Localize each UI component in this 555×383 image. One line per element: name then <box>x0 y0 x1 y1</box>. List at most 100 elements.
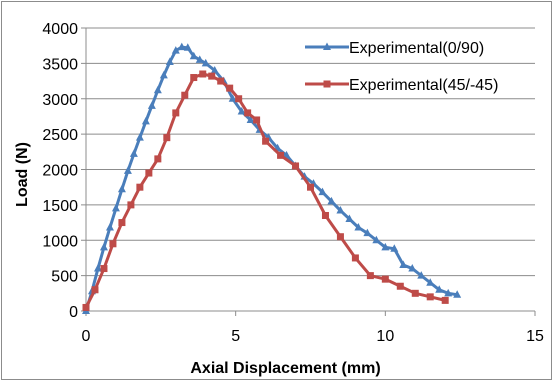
data-point-2-8 <box>154 155 162 163</box>
x-axis-title: Axial Displacement (mm) <box>190 360 380 377</box>
legend-item-2: Experimental(45/-45) <box>305 77 498 94</box>
data-point-1-33 <box>318 187 327 196</box>
data-point-2-26 <box>351 254 359 262</box>
data-point-1-45 <box>426 278 435 286</box>
legend-swatch-marker-1 <box>323 42 331 50</box>
data-point-2-17 <box>235 95 243 103</box>
legend-label-1: Experimental(0/90) <box>349 40 484 57</box>
data-point-1-40 <box>381 242 390 251</box>
data-point-2-13 <box>199 70 207 78</box>
data-point-2-15 <box>217 77 225 85</box>
data-point-1-15 <box>171 46 180 54</box>
data-point-2-20 <box>262 137 270 145</box>
data-point-2-0 <box>82 303 90 311</box>
data-point-2-1 <box>91 286 99 294</box>
data-point-1-19 <box>195 55 204 63</box>
data-point-2-21 <box>277 151 285 159</box>
data-point-1-2 <box>93 264 102 272</box>
data-point-1-11 <box>147 101 156 109</box>
data-point-1-41 <box>390 244 399 252</box>
data-point-1-34 <box>327 196 336 205</box>
y-axis-title: Load (N) <box>14 142 31 207</box>
data-point-1-10 <box>141 116 150 125</box>
x-tick-label-15: 15 <box>526 328 544 345</box>
data-point-1-9 <box>135 133 144 141</box>
data-point-1-39 <box>372 235 381 244</box>
data-point-2-27 <box>366 272 374 280</box>
data-point-1-23 <box>228 94 237 102</box>
data-point-2-3 <box>109 240 117 248</box>
data-point-2-16 <box>226 84 234 92</box>
data-point-1-25 <box>246 115 255 123</box>
data-point-1-38 <box>363 228 372 237</box>
y-tick-label-1000: 1000 <box>42 233 78 250</box>
data-point-1-42 <box>399 260 408 269</box>
y-tick-label-2500: 2500 <box>42 127 78 144</box>
data-point-2-18 <box>244 109 252 117</box>
x-tick-label-10: 10 <box>376 328 394 345</box>
data-point-2-23 <box>307 183 314 191</box>
y-tick-label-3500: 3500 <box>42 56 78 73</box>
data-point-2-6 <box>136 183 144 191</box>
y-tick-label-500: 500 <box>51 269 78 286</box>
y-tick-label-2000: 2000 <box>42 163 78 180</box>
y-tick-label-1500: 1500 <box>42 198 78 215</box>
x-tick-label-0: 0 <box>82 328 91 345</box>
data-point-1-47 <box>444 288 453 297</box>
data-point-1-8 <box>129 149 138 157</box>
y-tick-label-4000: 4000 <box>42 21 78 38</box>
data-point-2-14 <box>208 72 216 80</box>
legend-label-2: Experimental(45/-45) <box>349 77 498 94</box>
legend: Experimental(0/90) Experimental(45/-45) <box>305 40 498 94</box>
series-line-2 <box>84 72 446 309</box>
data-point-1-17 <box>183 43 192 51</box>
data-point-1-14 <box>165 57 174 65</box>
data-point-1-6 <box>117 184 126 193</box>
data-point-1-5 <box>111 203 120 212</box>
legend-swatch-marker-2 <box>323 80 331 88</box>
series-layer <box>82 42 462 314</box>
data-point-1-13 <box>159 70 168 79</box>
y-tick-label-3000: 3000 <box>42 92 78 109</box>
data-point-1-43 <box>408 264 417 272</box>
gridlines <box>86 27 535 277</box>
x-tick-label-5: 5 <box>231 328 240 345</box>
data-point-1-44 <box>417 271 426 279</box>
data-point-2-22 <box>292 162 300 170</box>
data-point-1-21 <box>210 65 219 74</box>
data-point-1-18 <box>189 51 198 60</box>
data-point-2-7 <box>145 169 153 177</box>
data-point-1-46 <box>435 285 444 293</box>
data-point-2-30 <box>411 289 419 297</box>
data-point-2-24 <box>321 211 329 219</box>
data-point-2-29 <box>396 282 404 290</box>
data-point-1-24 <box>237 106 246 115</box>
data-point-1-12 <box>153 85 162 94</box>
y-tick-label-0: 0 <box>69 304 78 321</box>
data-point-1-4 <box>105 223 114 231</box>
data-point-2-28 <box>381 275 389 283</box>
data-point-2-4 <box>118 219 126 227</box>
legend-item-1: Experimental(0/90) <box>305 40 484 57</box>
data-point-2-5 <box>127 201 135 209</box>
data-point-1-3 <box>99 242 108 251</box>
data-point-1-36 <box>345 214 354 223</box>
data-point-2-11 <box>181 91 189 99</box>
data-point-2-2 <box>100 265 108 273</box>
data-point-1-48 <box>453 290 462 298</box>
tick-labels: 0 500 1000 1500 2000 2500 3000 3500 4000 0 5 10 15 <box>42 21 544 345</box>
data-point-2-31 <box>426 293 434 301</box>
data-point-1-20 <box>201 58 210 67</box>
data-point-1-16 <box>177 42 186 51</box>
data-point-2-19 <box>253 116 261 124</box>
data-point-2-32 <box>441 296 449 304</box>
data-point-2-9 <box>163 134 171 142</box>
data-point-1-37 <box>354 223 363 231</box>
series-2 <box>82 70 449 311</box>
data-point-1-7 <box>123 166 132 174</box>
data-point-2-10 <box>172 109 180 117</box>
data-point-1-35 <box>336 206 345 214</box>
data-point-2-25 <box>336 233 344 241</box>
